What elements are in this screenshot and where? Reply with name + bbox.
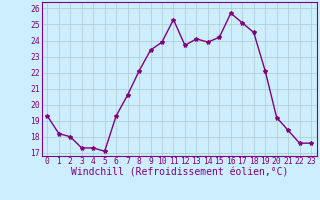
X-axis label: Windchill (Refroidissement éolien,°C): Windchill (Refroidissement éolien,°C) — [70, 168, 288, 178]
